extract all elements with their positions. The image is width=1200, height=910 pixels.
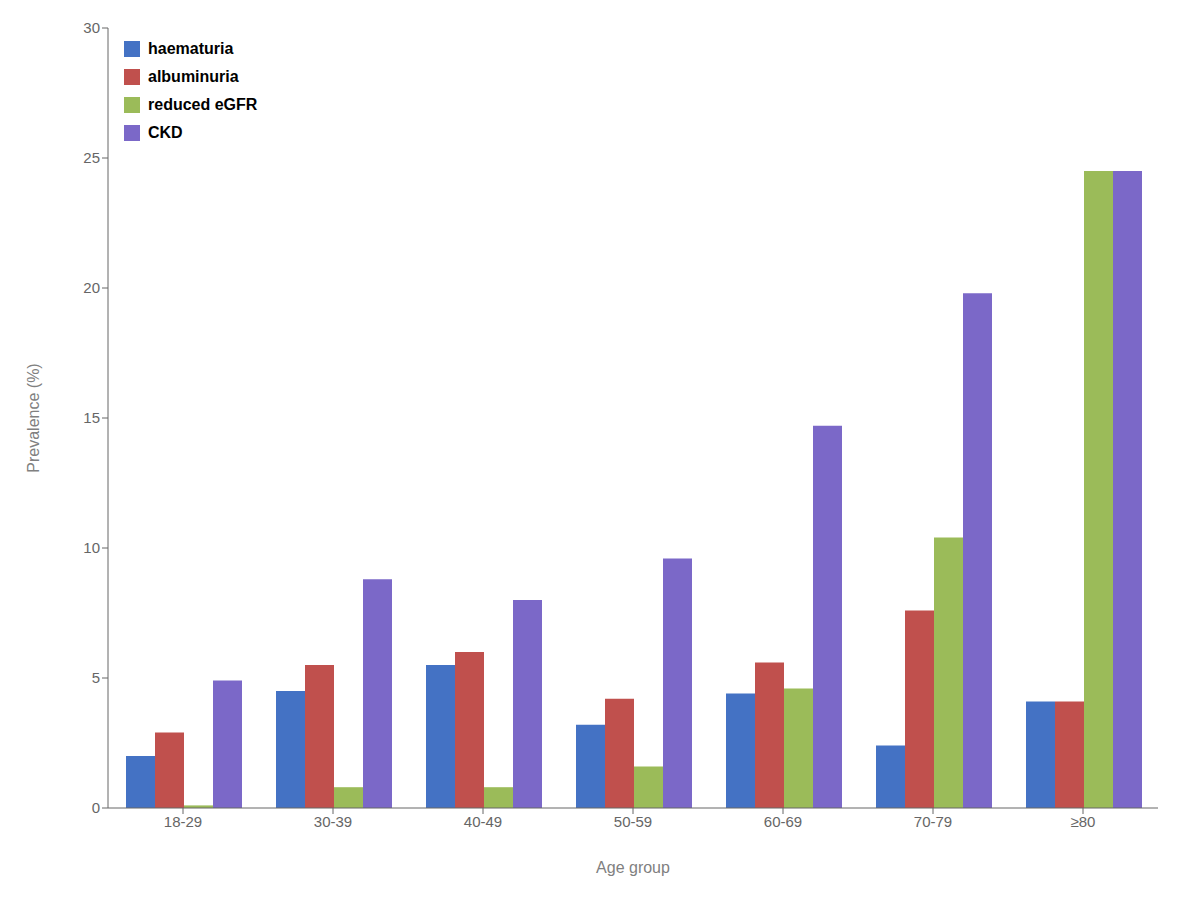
html-text:reduced eGFR: reduced eGFR (148, 96, 258, 113)
svg-text:15: 15 (83, 409, 100, 426)
svg-text:50-59: 50-59 (614, 813, 652, 830)
svg-text:30: 30 (83, 19, 100, 36)
svg-text:Prevalence (%): Prevalence (%) (25, 363, 42, 472)
svg-text:40-49: 40-49 (464, 813, 502, 830)
svg-text:70-79: 70-79 (914, 813, 952, 830)
html-text:albuminuria: albuminuria (148, 68, 239, 85)
svg-text:20: 20 (83, 279, 100, 296)
svg-text:10: 10 (83, 539, 100, 556)
svg-text:0: 0 (92, 799, 100, 816)
svg-text:30-39: 30-39 (314, 813, 352, 830)
svg-text:25: 25 (83, 149, 100, 166)
html-text:CKD: CKD (148, 124, 183, 141)
svg-text:5: 5 (92, 669, 100, 686)
svg-text:18-29: 18-29 (164, 813, 202, 830)
svg-text:Age group: Age group (596, 859, 670, 876)
svg-text:60-69: 60-69 (764, 813, 802, 830)
html-text:haematuria: haematuria (148, 40, 234, 57)
svg-text:≥80: ≥80 (1071, 813, 1096, 830)
